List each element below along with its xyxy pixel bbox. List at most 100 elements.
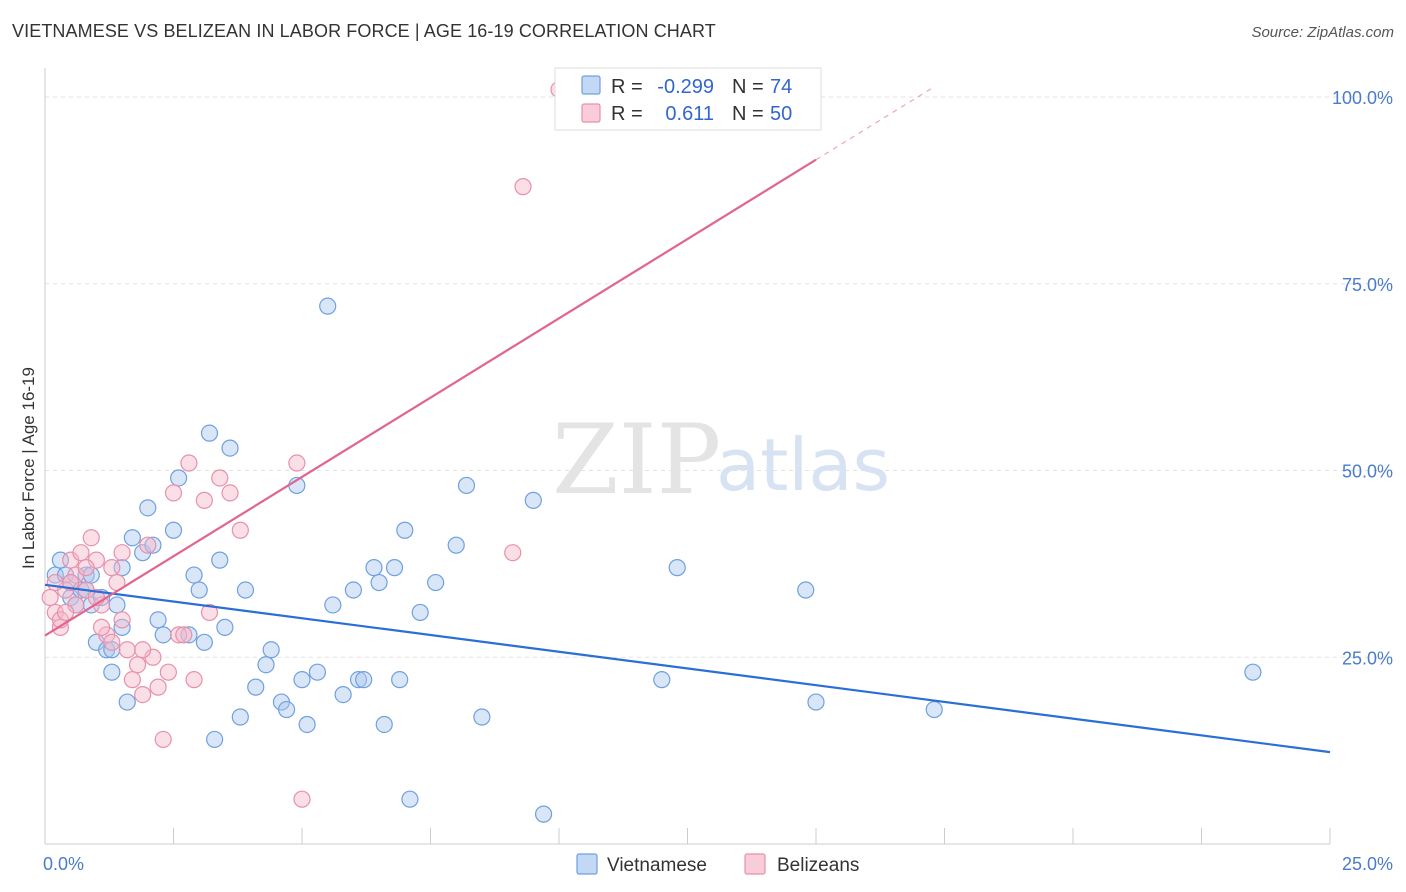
point-belizeans	[41, 588, 59, 607]
point-vietnamese	[200, 424, 219, 442]
point-belizeans	[56, 603, 75, 622]
y-tick-label: 25.0%	[1342, 648, 1393, 668]
point-vietnamese	[344, 581, 362, 599]
point-belizeans	[113, 544, 131, 562]
watermark: ZIP atlas	[552, 404, 890, 516]
point-vietnamese	[375, 715, 393, 734]
point-vietnamese	[334, 685, 352, 704]
y-tick-labels: 25.0% 50.0% 75.0% 100.0%	[1332, 88, 1393, 668]
point-vietnamese	[277, 700, 296, 719]
point-vietnamese	[206, 730, 224, 749]
chart-title: VIETNAMESE VS BELIZEAN IN LABOR FORCE | …	[12, 21, 716, 41]
point-vietnamese	[534, 805, 553, 823]
point-belizeans	[134, 685, 152, 704]
x-tick-label: 0.0%	[43, 854, 84, 874]
point-belizeans	[221, 484, 239, 502]
series-legend-swatch-belizeans	[744, 853, 766, 875]
point-vietnamese	[365, 559, 383, 577]
legend-r-label: R =	[611, 103, 643, 125]
series-legend-label-vietnamese: Vietnamese	[607, 855, 707, 876]
point-vietnamese	[807, 693, 825, 711]
gridlines	[45, 96, 1392, 658]
point-vietnamese	[164, 521, 183, 539]
point-vietnamese	[411, 603, 429, 622]
point-belizeans	[128, 656, 147, 674]
point-vietnamese	[170, 469, 188, 487]
point-belizeans	[154, 730, 172, 749]
trend-lines	[44, 86, 1331, 754]
point-vietnamese	[144, 536, 162, 554]
point-belizeans	[293, 790, 311, 808]
point-belizeans	[134, 641, 152, 659]
point-vietnamese	[149, 611, 167, 629]
legend-r-value: 0.611	[665, 103, 714, 125]
point-belizeans	[170, 626, 188, 644]
point-vietnamese	[355, 671, 373, 689]
point-belizeans	[82, 529, 100, 547]
series-legend-label-belizeans: Belizeans	[777, 855, 859, 876]
y-tick-label: 75.0%	[1342, 275, 1393, 295]
point-belizeans	[211, 469, 229, 487]
legend-swatch-vietnamese	[581, 75, 601, 95]
point-vietnamese	[231, 708, 249, 726]
point-belizeans	[103, 633, 121, 651]
point-vietnamese	[293, 671, 311, 689]
point-vietnamese	[391, 671, 409, 689]
point-belizeans	[113, 611, 131, 629]
point-vietnamese	[1244, 663, 1262, 681]
point-vietnamese	[236, 581, 255, 599]
series-legend: Vietnamese Belizeans	[576, 853, 859, 876]
point-vietnamese	[190, 581, 208, 599]
point-vietnamese	[139, 499, 157, 517]
point-belizeans	[514, 178, 532, 196]
point-belizeans	[159, 663, 177, 681]
point-vietnamese	[216, 618, 234, 636]
point-belizeans	[200, 603, 219, 622]
point-vietnamese	[324, 596, 342, 614]
legend-swatch-belizeans	[581, 103, 601, 123]
point-belizeans	[231, 521, 249, 539]
point-vietnamese	[298, 715, 316, 734]
point-belizeans	[77, 559, 95, 577]
legend-n-label: N =	[732, 103, 764, 125]
point-vietnamese	[247, 678, 265, 696]
x-tick-labels: 0.0% 25.0%	[43, 854, 1393, 874]
point-belizeans	[123, 671, 141, 689]
point-vietnamese	[427, 573, 445, 592]
y-tick-label: 100.0%	[1332, 88, 1393, 108]
point-vietnamese	[118, 693, 136, 711]
point-vietnamese	[473, 708, 491, 726]
point-vietnamese	[103, 663, 121, 681]
legend-n-label: N =	[732, 76, 764, 98]
point-vietnamese	[370, 573, 388, 592]
series-legend-swatch-vietnamese	[576, 853, 598, 875]
point-vietnamese	[221, 439, 239, 457]
legend-n-value: 74	[770, 76, 792, 98]
point-belizeans	[92, 618, 111, 636]
x-tick-label: 25.0%	[1342, 854, 1393, 874]
y-tick-label: 50.0%	[1342, 462, 1393, 482]
point-vietnamese	[668, 559, 686, 577]
legend-r-value: -0.299	[657, 76, 714, 98]
point-belizeans	[139, 536, 157, 554]
point-vietnamese	[797, 581, 815, 599]
point-vietnamese	[349, 671, 368, 689]
point-vietnamese	[524, 491, 542, 509]
point-vietnamese	[195, 633, 213, 651]
point-vietnamese	[447, 536, 465, 554]
point-vietnamese	[108, 596, 126, 614]
point-belizeans	[46, 573, 64, 592]
point-belizeans	[185, 671, 203, 689]
point-belizeans	[118, 641, 136, 659]
watermark-zip: ZIP	[552, 404, 721, 516]
point-vietnamese	[401, 790, 419, 808]
point-vietnamese	[154, 626, 172, 644]
point-belizeans	[175, 626, 193, 644]
correlation-legend: R = -0.299 N = 74 R = 0.611 N = 50	[554, 67, 822, 131]
point-belizeans	[195, 491, 213, 509]
point-vietnamese	[319, 297, 337, 315]
point-vietnamese	[308, 663, 327, 681]
point-belizeans	[72, 544, 90, 562]
legend-r-label: R =	[611, 76, 643, 98]
